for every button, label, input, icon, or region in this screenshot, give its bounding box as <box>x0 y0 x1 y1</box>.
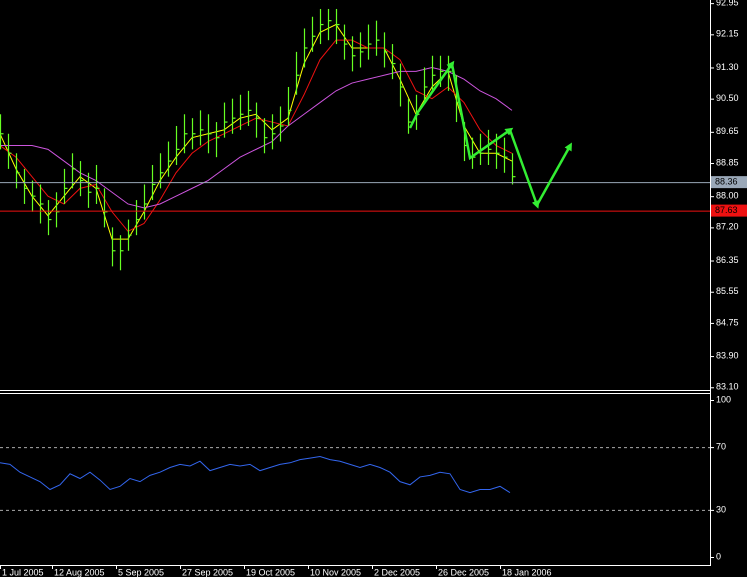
arrow <box>416 60 455 113</box>
arrow <box>408 111 420 129</box>
arrow <box>450 63 514 161</box>
price-label: 87.63 <box>715 205 738 215</box>
x-tick-label: 1 Jul 2005 <box>2 567 44 577</box>
y-tick-label: 92.15 <box>716 29 739 39</box>
x-tick-label: 27 Sep 2005 <box>182 567 233 577</box>
y-tick-label: 0 <box>716 551 721 561</box>
y-tick-label: 83.10 <box>716 382 739 392</box>
y-tick-label: 70 <box>716 441 726 451</box>
y-tick-label: 84.75 <box>716 317 739 327</box>
y-tick-label: 89.65 <box>716 126 739 136</box>
x-tick-label: 5 Sep 2005 <box>118 567 164 577</box>
arrow <box>535 142 572 206</box>
y-tick-label: 30 <box>716 504 726 514</box>
x-tick-label: 2 Dec 2005 <box>374 567 420 577</box>
price-label-box <box>711 204 747 217</box>
arrow <box>508 129 540 209</box>
moving-average <box>0 66 513 209</box>
indicator-line <box>0 456 511 494</box>
x-tick-label: 26 Dec 2005 <box>438 567 489 577</box>
y-tick-label: 91.30 <box>716 62 739 72</box>
x-tick-label: 10 Nov 2005 <box>310 567 361 577</box>
y-tick-label: 83.90 <box>716 350 739 360</box>
y-tick-label: 85.55 <box>716 286 739 296</box>
x-tick-label: 19 Oct 2005 <box>246 567 295 577</box>
y-tick-label: 100 <box>716 394 731 404</box>
x-tick-label: 18 Jan 2006 <box>502 567 552 577</box>
y-tick-label: 88.85 <box>716 157 739 167</box>
forecast-arrows <box>408 60 572 209</box>
y-tick-label: 86.35 <box>716 255 739 265</box>
y-tick-label: 87.20 <box>716 222 739 232</box>
x-tick-label: 12 Aug 2005 <box>54 567 105 577</box>
price-label: 88.36 <box>715 177 738 187</box>
y-tick-label: 88.00 <box>716 191 739 201</box>
y-tick-label: 90.50 <box>716 93 739 103</box>
y-tick-label: 92.95 <box>716 0 739 7</box>
price-label-box <box>711 176 747 189</box>
